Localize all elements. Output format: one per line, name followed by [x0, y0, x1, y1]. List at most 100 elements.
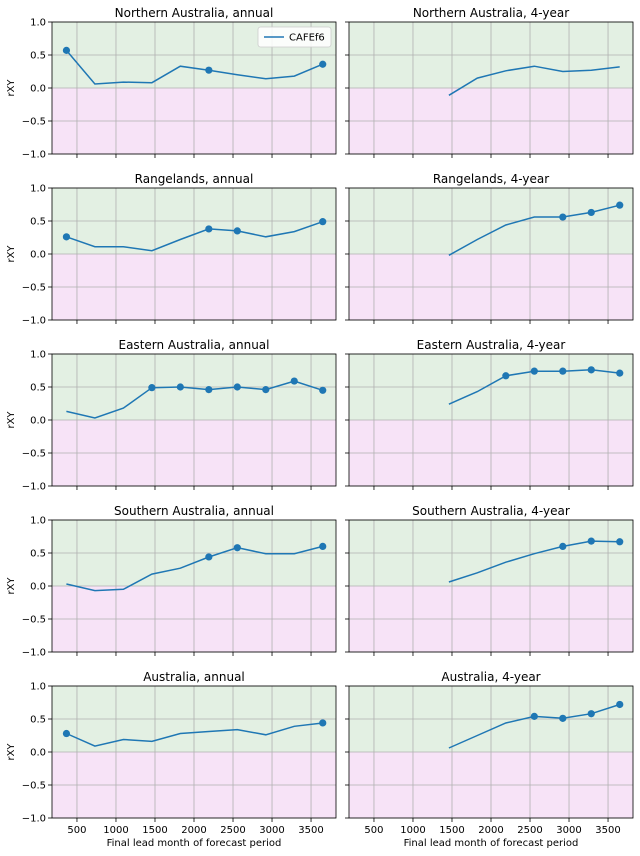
subplot-1: −1.0 −0.5 0.0 0.5 1.0 Northern Australia, ann…: [6, 6, 337, 161]
subplot-4: Rangelands, 4-year: [345, 172, 634, 324]
x-tick-label: 500: [67, 825, 86, 836]
series-line: [66, 722, 323, 747]
y-tick-label: 1.0: [30, 18, 46, 29]
data-point-marker: [559, 213, 567, 221]
data-point-marker: [148, 384, 156, 392]
data-point-marker: [587, 366, 595, 374]
subplot-3: −1.0 −0.5 0.0 0.5 1.0 Rangelands, annual rXY: [6, 172, 337, 327]
data-point-marker: [319, 218, 327, 226]
x-axis-label: Final lead month of forecast period: [107, 838, 282, 849]
y-tick-label: −0.5: [22, 781, 46, 792]
data-point-marker: [205, 553, 213, 561]
x-tick-label: 3000: [259, 825, 284, 836]
data-point-marker: [587, 537, 595, 545]
subplot-8: Southern Australia, 4-year: [345, 504, 634, 656]
series-line: [66, 220, 323, 252]
data-point-marker: [319, 60, 327, 68]
series-line: [66, 545, 323, 592]
data-point-marker: [502, 372, 510, 380]
x-tick-label: 1000: [400, 825, 425, 836]
y-tick-label: 1.0: [30, 682, 46, 693]
data-point-marker: [587, 710, 595, 718]
x-tick-label: 3000: [556, 825, 581, 836]
y-tick-label: 0.5: [30, 715, 46, 726]
subplot-title: Rangelands, annual: [135, 172, 254, 186]
data-point-marker: [233, 383, 241, 391]
data-point-marker: [530, 367, 538, 375]
y-tick-label: −1.0: [22, 482, 46, 493]
subplot-7: −1.0 −0.5 0.0 0.5 1.0 Southern Australia, ann…: [6, 504, 337, 659]
subplot-title: Northern Australia, annual: [115, 6, 274, 20]
y-tick-label: −1.0: [22, 150, 46, 161]
subplot-2: Northern Australia, 4-year: [345, 6, 634, 158]
x-tick-label: 3500: [595, 825, 620, 836]
subplot-title: Northern Australia, 4-year: [413, 6, 569, 20]
y-tick-label: 1.0: [30, 516, 46, 527]
subplot-title: Southern Australia, 4-year: [412, 504, 570, 518]
x-tick-label: 2000: [478, 825, 503, 836]
data-point-marker: [616, 201, 624, 209]
y-tick-label: 1.0: [30, 184, 46, 195]
data-point-marker: [262, 386, 270, 394]
y-axis-label: rXY: [6, 411, 17, 429]
data-point-marker: [205, 66, 213, 74]
y-tick-label: 0.0: [30, 84, 46, 95]
y-tick-label: 1.0: [30, 350, 46, 361]
subplot-10: 500 1000 1500 2000 2500 3000 3500 Australia, 4-…: [345, 670, 634, 849]
y-tick-label: 0.5: [30, 217, 46, 228]
y-axis-label: rXY: [6, 577, 17, 595]
data-point-marker: [559, 714, 567, 722]
data-point-marker: [587, 208, 595, 217]
data-point-marker: [233, 227, 241, 235]
subplot-6: Eastern Australia, 4-year: [345, 338, 634, 490]
y-tick-label: 0.0: [30, 582, 46, 593]
y-tick-label: 0.0: [30, 748, 46, 759]
data-point-marker: [319, 542, 327, 551]
data-point-marker: [530, 712, 538, 720]
data-point-marker: [616, 700, 624, 709]
y-axis-label: rXY: [6, 743, 17, 761]
y-tick-label: 0.5: [30, 51, 46, 62]
data-point-marker: [559, 367, 567, 375]
subplot-title: Australia, annual: [143, 670, 245, 684]
data-point-marker: [62, 46, 71, 54]
y-axis-label: rXY: [6, 79, 17, 97]
data-point-marker: [205, 386, 213, 394]
legend: CAFEf6: [257, 26, 332, 48]
series-line: [448, 65, 620, 96]
y-tick-label: −0.5: [22, 449, 46, 460]
data-point-marker: [205, 225, 213, 233]
x-axis-label: Final lead month of forecast period: [404, 838, 579, 849]
y-axis-label: rXY: [6, 245, 17, 263]
subplot-title: Southern Australia, annual: [114, 504, 274, 518]
subplot-title: Rangelands, 4-year: [433, 172, 549, 186]
data-point-marker: [616, 369, 624, 377]
y-tick-label: −0.5: [22, 117, 46, 128]
data-point-marker: [319, 719, 327, 727]
y-tick-label: −1.0: [22, 648, 46, 659]
y-tick-label: 0.0: [30, 416, 46, 427]
y-tick-label: 0.5: [30, 383, 46, 394]
subplot-9: 500 1000 1500 2000 2500 3000 3500 −1.0 −0.5 0.0 0.…: [6, 670, 337, 849]
subplot-title: Australia, 4-year: [441, 670, 540, 684]
y-tick-label: 0.0: [30, 250, 46, 261]
data-point-marker: [62, 729, 71, 738]
y-tick-label: −1.0: [22, 316, 46, 327]
series-line: [65, 49, 323, 85]
x-tick-label: 1000: [103, 825, 128, 836]
data-point-marker: [559, 542, 567, 551]
x-tick-label: 1500: [142, 825, 167, 836]
y-tick-label: 0.5: [30, 549, 46, 560]
series-line: [66, 380, 323, 419]
x-tick-label: 2500: [220, 825, 245, 836]
data-point-marker: [616, 538, 624, 546]
y-tick-label: −1.0: [22, 814, 46, 825]
subplot-5: −1.0 −0.5 0.0 0.5 1.0 Eastern Australia, annu…: [6, 338, 337, 493]
x-tick-label: 500: [364, 825, 383, 836]
x-tick-label: 3500: [298, 825, 323, 836]
data-point-marker: [233, 544, 241, 552]
subplot-title: Eastern Australia, annual: [119, 338, 270, 352]
legend-label: CAFEf6: [289, 33, 325, 44]
x-tick-label: 1500: [439, 825, 464, 836]
